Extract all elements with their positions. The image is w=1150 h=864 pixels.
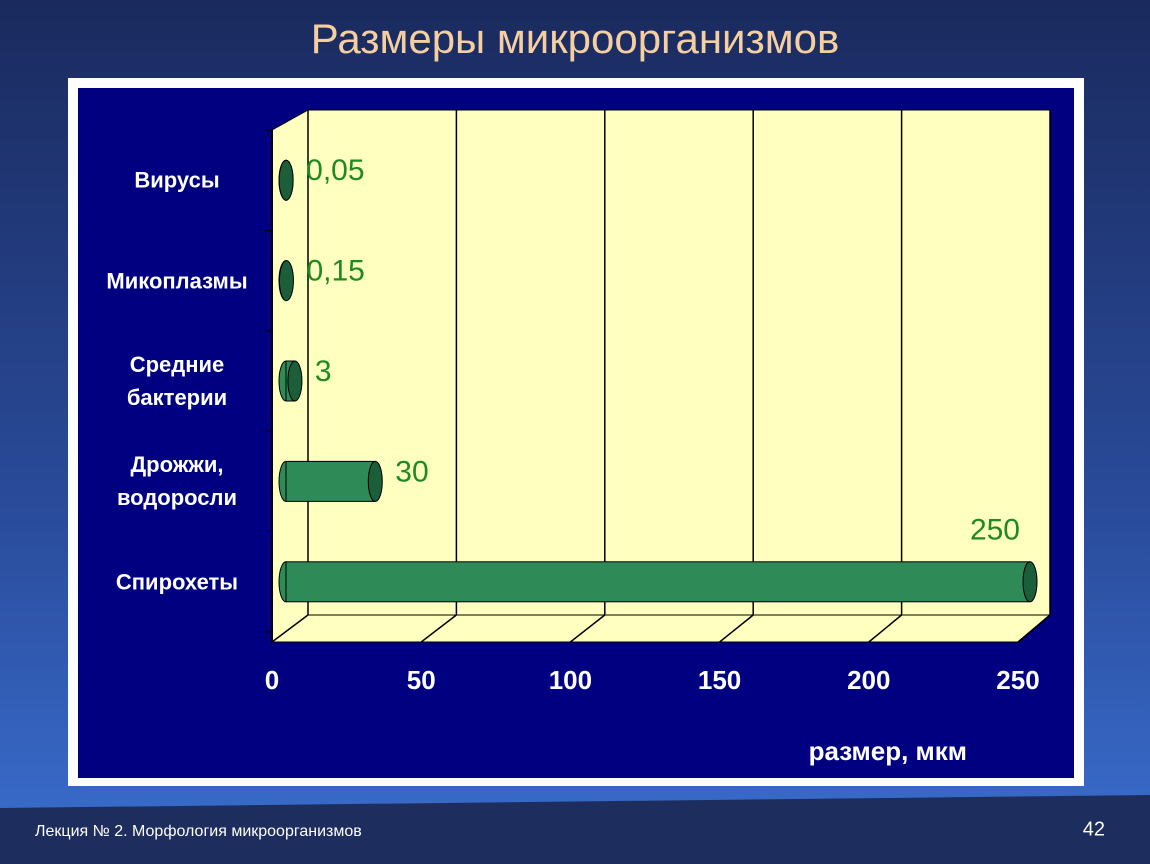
bar [285,561,1031,603]
floor-grid-line [719,614,754,643]
footer-text: Лекция № 2. Морфология микроорганизмов [35,823,362,840]
category-label: Средние бактерии [126,352,228,410]
page-number: 42 [1083,818,1105,840]
bar-end [367,460,383,502]
floor-grid-line [1017,614,1051,643]
value-label: 250 [970,514,1020,547]
x-tick-label: 100 [549,665,592,695]
category-label: Дрожжи, водоросли [116,452,238,511]
back-wall [307,109,1051,616]
bar-end [278,159,294,201]
value-label: 0,05 [306,154,364,187]
floor-grid-line [569,614,606,643]
category-label: Спирохеты [115,569,239,595]
x-tick-label: 0 [265,665,279,695]
value-label: 3 [315,355,332,388]
slide-title: Размеры микроорганизмов [311,15,840,62]
value-label: 30 [395,455,428,488]
floor-grid-line [271,614,309,643]
footer-band [0,795,1150,864]
x-tick-label: 50 [407,665,436,695]
category-label: Микоплазмы [106,268,248,294]
x-tick-label: 150 [698,665,741,695]
floor-grid-line [420,614,457,643]
x-axis-label: размер, мкм [809,736,967,766]
value-label: 0,15 [306,255,364,288]
bar [285,460,376,502]
bar-end [287,360,303,402]
x-tick-label: 250 [996,665,1039,695]
floor [270,614,1052,643]
bar-end [278,260,294,302]
category-label: Вирусы [134,167,220,193]
bar-end [1022,561,1038,603]
floor-grid-line [868,614,903,643]
x-tick-label: 200 [847,665,890,695]
